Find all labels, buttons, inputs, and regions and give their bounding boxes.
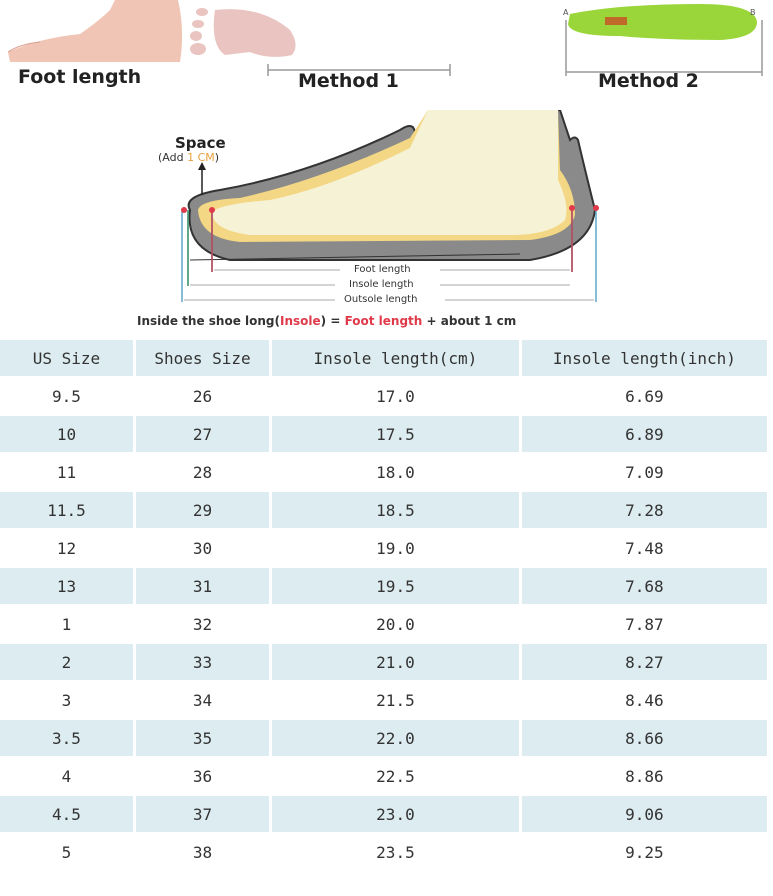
space-title: Space	[175, 134, 226, 152]
footprint-drawing	[190, 8, 451, 76]
insole-drawing	[565, 4, 763, 76]
foot-photo	[7, 0, 183, 62]
insole-cm-cell: 20.0	[376, 614, 415, 634]
table-row: 11.5 29 18.5 7.28	[0, 492, 767, 528]
formula-part3: + about 1 cm	[422, 314, 517, 328]
insole-cm-cell: 21.5	[376, 690, 415, 710]
insole-cm-cell: 18.0	[376, 462, 415, 482]
insole-cm-cell: 23.5	[376, 842, 415, 862]
shoes-size-cell: 35	[135, 720, 270, 756]
shoes-size-cell: 31	[135, 568, 270, 604]
insole-inch-cell: 8.46	[625, 690, 664, 710]
insole-inch-cell: 6.89	[521, 416, 767, 452]
insole-inch-cell: 6.69	[625, 386, 664, 406]
us-size-cell: 3	[61, 690, 72, 710]
insole-inch-cell: 8.66	[521, 720, 767, 756]
us-size-cell: 1	[61, 614, 72, 634]
space-add-prefix: (Add	[158, 151, 188, 164]
table-row: 5 38 23.5 9.25	[0, 834, 767, 870]
method1-caption: Method 1	[298, 70, 399, 92]
insole-inch-cell: 8.27	[521, 644, 767, 680]
shoes-size-cell: 29	[135, 492, 270, 528]
us-size-cell: 3.5	[0, 720, 133, 756]
formula-insole: Insole	[280, 314, 321, 328]
outsole-length-label: Outsole length	[344, 294, 418, 305]
table-row: 11 28 18.0 7.09	[0, 454, 767, 490]
shoe-cross-section-diagram	[181, 110, 599, 302]
shoes-size-cell: 33	[135, 644, 270, 680]
insole-inch-cell: 9.25	[625, 842, 664, 862]
insole-inch-cell: 9.06	[521, 796, 767, 832]
shoes-size-cell: 37	[135, 796, 270, 832]
us-size-cell: 13	[0, 568, 133, 604]
space-add-note: (Add 1 CM)	[158, 151, 219, 164]
insole-cm-cell: 19.0	[376, 538, 415, 558]
foot-length-label: Foot length	[354, 264, 411, 275]
us-size-cell: 5	[61, 842, 72, 862]
insole-point-b: B	[750, 8, 756, 17]
insole-point-a: A	[563, 8, 569, 17]
us-size-cell: 11.5	[0, 492, 133, 528]
table-row: 3.5 35 22.0 8.66	[0, 720, 767, 756]
insole-inch-cell: 7.09	[625, 462, 664, 482]
insole-inch-cell: 7.68	[521, 568, 767, 604]
space-add-suffix: )	[214, 151, 220, 164]
table-row: 13 31 19.5 7.68	[0, 568, 767, 604]
formula-part2: ) =	[320, 314, 345, 328]
insole-length-label: Insole length	[349, 279, 414, 290]
formula-foot-length: Foot length	[344, 314, 423, 328]
table-row: 9.5 26 17.0 6.69	[0, 378, 767, 414]
insole-cm-cell: 23.0	[272, 796, 519, 832]
size-table: US Size Shoes Size Insole length(cm) Ins…	[0, 338, 770, 872]
shoes-size-cell: 28	[192, 462, 213, 482]
insole-inch-cell: 8.86	[625, 766, 664, 786]
insole-cm-cell: 22.5	[376, 766, 415, 786]
measurement-illustrations	[7, 0, 763, 76]
table-row: 4 36 22.5 8.86	[0, 758, 767, 794]
table-header-row: US Size Shoes Size Insole length(cm) Ins…	[0, 340, 767, 376]
us-size-cell: 12	[56, 538, 77, 558]
us-size-cell: 10	[0, 416, 133, 452]
header-insole-inch: Insole length(inch)	[521, 340, 767, 376]
insole-cm-cell: 17.0	[376, 386, 415, 406]
shoes-size-cell: 27	[135, 416, 270, 452]
method2-caption: Method 2	[598, 70, 699, 92]
shoes-size-cell: 30	[192, 538, 213, 558]
table-row: 12 30 19.0 7.48	[0, 530, 767, 566]
foot-length-caption: Foot length	[18, 66, 142, 88]
insole-formula: Inside the shoe long(Insole) = Foot leng…	[137, 314, 516, 328]
insole-inch-cell: 7.28	[521, 492, 767, 528]
shoes-size-cell: 26	[192, 386, 213, 406]
insole-inch-cell: 7.87	[625, 614, 664, 634]
header-us-size: US Size	[0, 340, 133, 376]
table-row: 2 33 21.0 8.27	[0, 644, 767, 680]
insole-cm-cell: 22.0	[272, 720, 519, 756]
insole-cm-cell: 19.5	[272, 568, 519, 604]
shoes-size-cell: 38	[192, 842, 213, 862]
us-size-cell: 2	[0, 644, 133, 680]
table-row: 3 34 21.5 8.46	[0, 682, 767, 718]
formula-part1: Inside the shoe long(	[137, 314, 280, 328]
foot	[212, 110, 567, 235]
shoes-size-cell: 34	[192, 690, 213, 710]
us-size-cell: 11	[56, 462, 77, 482]
table-row: 1 32 20.0 7.87	[0, 606, 767, 642]
us-size-cell: 4	[61, 766, 72, 786]
shoes-size-cell: 32	[192, 614, 213, 634]
table-row: 4.5 37 23.0 9.06	[0, 796, 767, 832]
header-shoes-size: Shoes Size	[135, 340, 270, 376]
insole-cm-cell: 21.0	[272, 644, 519, 680]
insole-cm-cell: 17.5	[272, 416, 519, 452]
insole-cm-cell: 18.5	[272, 492, 519, 528]
table-row: 10 27 17.5 6.89	[0, 416, 767, 452]
us-size-cell: 4.5	[0, 796, 133, 832]
header-insole-cm: Insole length(cm)	[272, 340, 519, 376]
insole-inch-cell: 7.48	[625, 538, 664, 558]
space-add-value: 1 CM	[187, 151, 215, 164]
shoes-size-cell: 36	[192, 766, 213, 786]
us-size-cell: 9.5	[52, 386, 81, 406]
